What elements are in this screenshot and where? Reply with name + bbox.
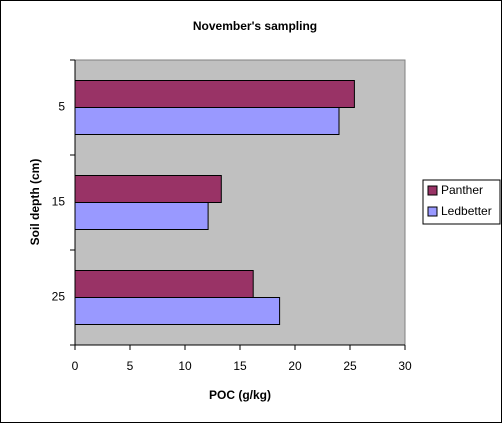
y-tick-label: 5	[58, 100, 65, 114]
chart-title: November's sampling	[193, 19, 317, 33]
x-axis-title: POC (g/kg)	[209, 388, 271, 402]
x-tick-label: 20	[288, 359, 302, 373]
x-tick-label: 5	[127, 359, 134, 373]
x-tick-label: 10	[178, 359, 192, 373]
bar	[74, 297, 281, 325]
x-tick-label: 15	[233, 359, 247, 373]
legend-label: Panther	[441, 183, 483, 197]
legend-label: Ledbetter	[441, 204, 492, 218]
legend-swatch	[427, 206, 438, 217]
x-tick-label: 0	[72, 359, 79, 373]
bar	[74, 80, 355, 108]
bar	[74, 270, 254, 298]
x-tick-label: 25	[343, 359, 357, 373]
bar	[74, 175, 222, 203]
x-tick-label: 30	[398, 359, 412, 373]
bar	[74, 202, 209, 230]
legend-swatch	[427, 185, 438, 196]
y-tick-label: 15	[52, 195, 66, 209]
y-tick-label: 25	[52, 290, 66, 304]
bar	[74, 107, 340, 135]
y-axis-title: Soil depth (cm)	[28, 159, 42, 246]
